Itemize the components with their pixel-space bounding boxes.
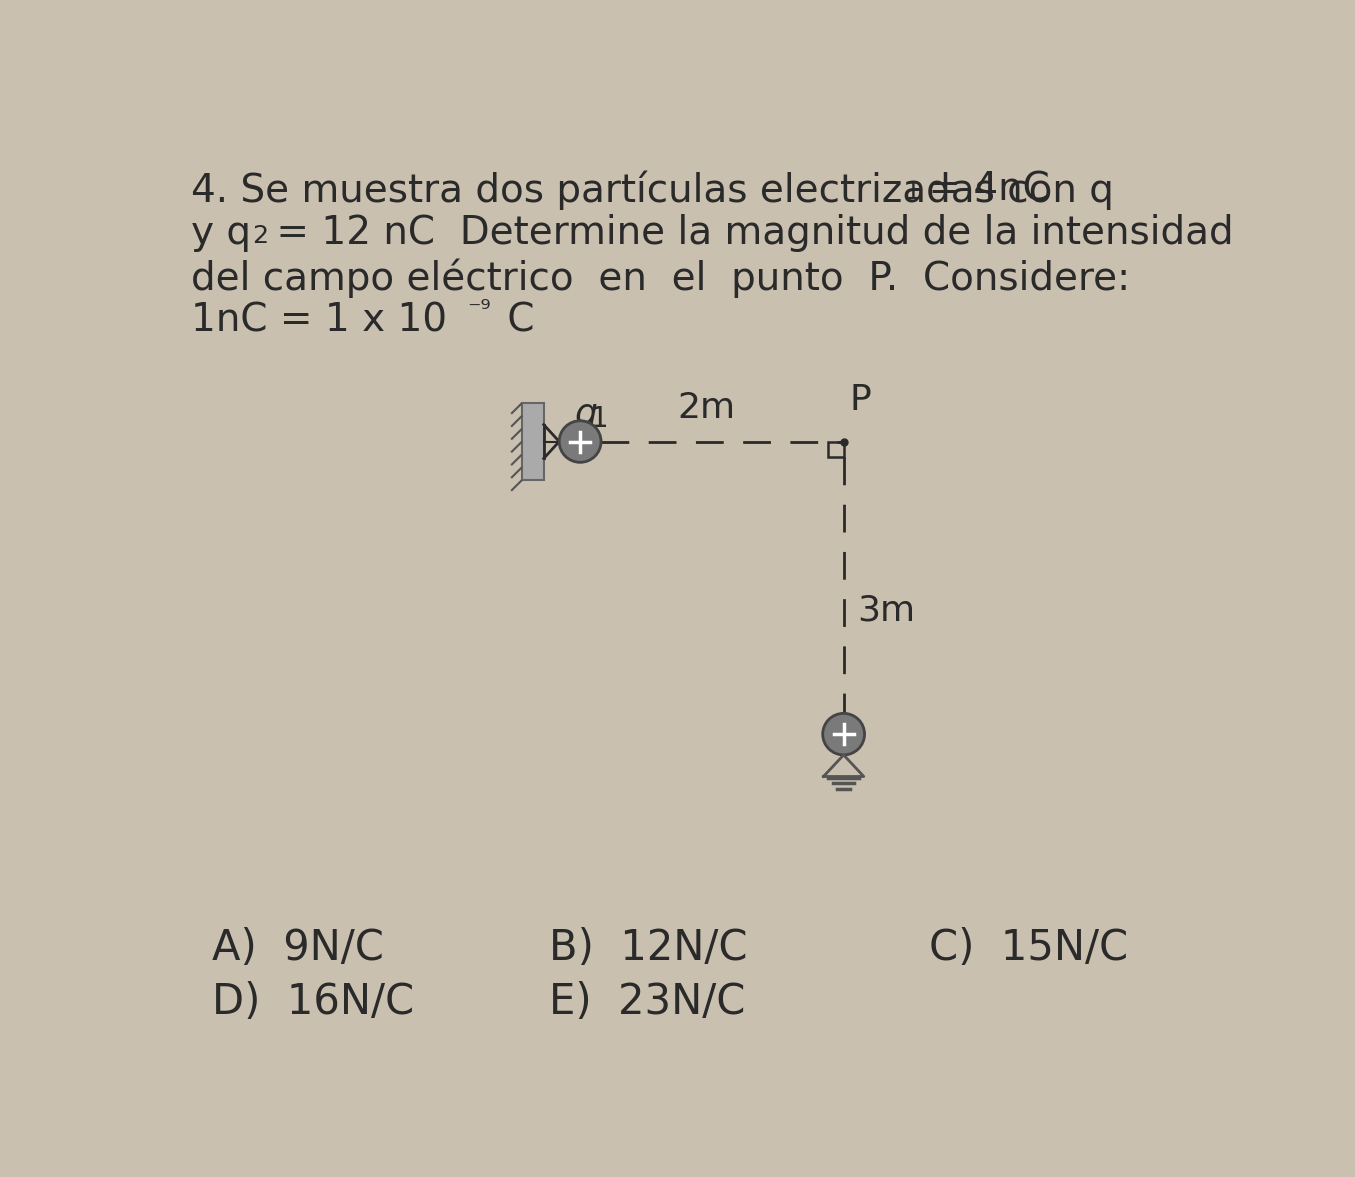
Text: y q: y q	[191, 214, 251, 252]
Text: C)  15N/C: C) 15N/C	[930, 926, 1127, 969]
Text: 2m: 2m	[678, 391, 736, 425]
Text: = 4nC: = 4nC	[916, 171, 1050, 208]
Text: E)  23N/C: E) 23N/C	[549, 980, 745, 1023]
Text: 1: 1	[904, 180, 920, 204]
Text: 4. Se muestra dos partículas electrizadas con q: 4. Se muestra dos partículas electrizada…	[191, 171, 1114, 210]
Text: 2: 2	[252, 224, 268, 247]
Text: 1: 1	[591, 405, 608, 433]
Text: P: P	[850, 383, 871, 417]
Text: del campo eléctrico  en  el  punto  P.  Considere:: del campo eléctrico en el punto P. Consi…	[191, 258, 1130, 298]
Text: = 12 nC  Determine la magnitud de la intensidad: = 12 nC Determine la magnitud de la inte…	[264, 214, 1233, 252]
Text: q: q	[575, 397, 596, 431]
Circle shape	[822, 713, 864, 754]
Text: D)  16N/C: D) 16N/C	[211, 980, 415, 1023]
Text: C: C	[495, 301, 534, 339]
Bar	[828, 441, 844, 457]
Circle shape	[560, 420, 602, 463]
Text: B)  12N/C: B) 12N/C	[549, 926, 748, 969]
Text: A)  9N/C: A) 9N/C	[211, 926, 383, 969]
Text: 3m: 3m	[858, 594, 916, 629]
Text: 1nC = 1 x 10: 1nC = 1 x 10	[191, 301, 447, 339]
Bar	[522, 403, 543, 480]
Text: ⁻⁹: ⁻⁹	[467, 298, 491, 322]
